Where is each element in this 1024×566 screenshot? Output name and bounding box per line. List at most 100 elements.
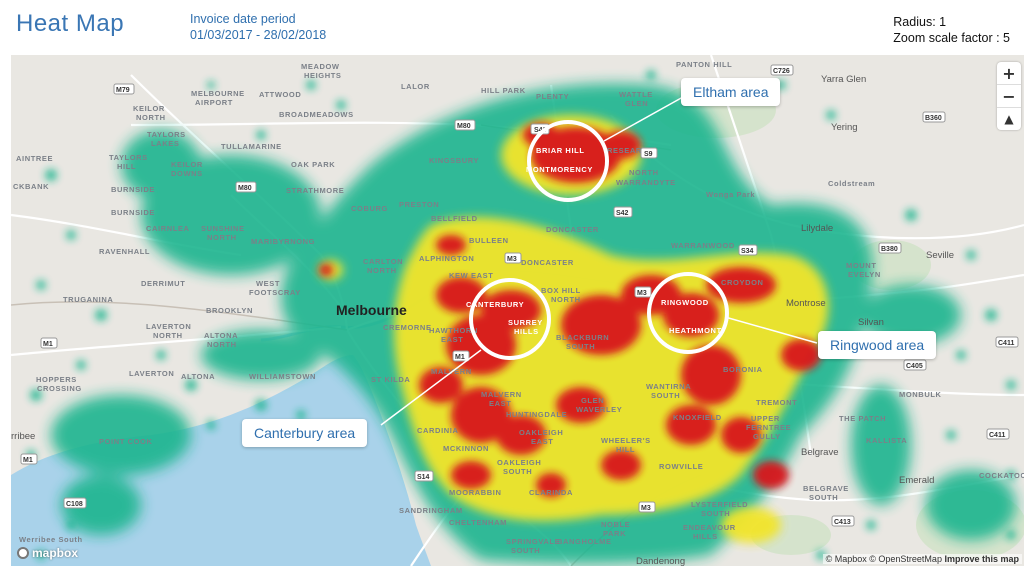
svg-text:PLENTY: PLENTY	[536, 92, 569, 101]
svg-text:FOOTSCRAY: FOOTSCRAY	[249, 288, 301, 297]
svg-text:NORTH: NORTH	[629, 168, 659, 177]
compass-icon: ▲	[1004, 112, 1014, 126]
map-attribution: © Mapbox © OpenStreetMap Improve this ma…	[822, 554, 1022, 564]
svg-text:WHEELER'S: WHEELER'S	[601, 436, 651, 445]
svg-text:NORTH: NORTH	[551, 295, 581, 304]
svg-text:EAST: EAST	[531, 437, 553, 446]
svg-text:CARDINIA: CARDINIA	[417, 426, 458, 435]
svg-text:SOUTH: SOUTH	[809, 493, 838, 502]
svg-text:M1: M1	[455, 354, 465, 361]
svg-text:TAYLORS: TAYLORS	[109, 153, 148, 162]
mapbox-logo[interactable]: mapbox	[17, 546, 78, 560]
svg-text:M1: M1	[43, 341, 53, 348]
svg-text:GULLY: GULLY	[753, 432, 781, 441]
svg-text:Werribee South: Werribee South	[19, 535, 83, 544]
svg-text:SUNSHINE: SUNSHINE	[201, 224, 245, 233]
road-shields: M79 M80 S46 S9 C726 B360 M80 S42 M3 B380…	[20, 64, 1019, 527]
svg-text:SPRINGVALE: SPRINGVALE	[506, 537, 560, 546]
ringwood-leader-line	[724, 316, 818, 344]
heatmap-params: Radius: 1 Zoom scale factor : 5	[893, 14, 1010, 46]
svg-text:FERNTREE: FERNTREE	[746, 423, 791, 432]
zoom-scale-value: Zoom scale factor : 5	[893, 31, 1010, 45]
svg-text:DONCASTER: DONCASTER	[521, 258, 574, 267]
svg-text:S46: S46	[534, 127, 547, 134]
invoice-period-value: 01/03/2017 - 28/02/2018	[190, 28, 327, 42]
svg-text:ATTWOOD: ATTWOOD	[259, 90, 301, 99]
svg-text:PRESTON: PRESTON	[399, 200, 439, 209]
svg-text:OAK PARK: OAK PARK	[291, 160, 335, 169]
svg-text:MONBULK: MONBULK	[899, 390, 942, 399]
svg-text:MOUNT: MOUNT	[846, 261, 877, 270]
invoice-period-label: Invoice date period	[190, 12, 296, 26]
svg-text:SURREY: SURREY	[508, 318, 543, 327]
svg-text:M80: M80	[238, 185, 252, 192]
svg-text:KINGSBURY: KINGSBURY	[429, 156, 479, 165]
svg-text:DERRIMUT: DERRIMUT	[141, 279, 185, 288]
svg-text:BOX HILL: BOX HILL	[541, 286, 581, 295]
svg-text:SOUTH: SOUTH	[566, 342, 595, 351]
svg-text:BLACKBURN: BLACKBURN	[556, 333, 609, 342]
svg-text:Wonga Park: Wonga Park	[706, 190, 755, 199]
zoom-out-button[interactable]: −	[997, 85, 1021, 108]
svg-text:AINTREE: AINTREE	[16, 154, 53, 163]
svg-text:WAVERLEY: WAVERLEY	[576, 405, 622, 414]
svg-text:M79: M79	[116, 87, 130, 94]
svg-text:BULLEEN: BULLEEN	[469, 236, 509, 245]
svg-text:NOBLE: NOBLE	[601, 520, 630, 529]
svg-text:HILL: HILL	[616, 445, 635, 454]
svg-text:WARRANWOOD: WARRANWOOD	[671, 241, 735, 250]
improve-map-link[interactable]: Improve this map	[944, 554, 1019, 564]
attribution-text[interactable]: © Mapbox © OpenStreetMap	[825, 554, 942, 564]
svg-text:TREMONT: TREMONT	[756, 398, 797, 407]
svg-text:MARIBYRNONG: MARIBYRNONG	[251, 237, 315, 246]
svg-text:NORTH: NORTH	[136, 113, 166, 122]
svg-text:HILLS: HILLS	[693, 532, 718, 541]
svg-text:Coldstream: Coldstream	[828, 179, 875, 188]
svg-text:LALOR: LALOR	[401, 82, 430, 91]
compass-reset-button[interactable]: ▲	[997, 108, 1021, 130]
ringwood-highlight-circle	[647, 272, 729, 354]
svg-text:M3: M3	[641, 505, 651, 512]
svg-text:RESEARCH: RESEARCH	[607, 146, 654, 155]
svg-text:RAVENHALL: RAVENHALL	[99, 247, 150, 256]
map-canvas[interactable]: MEADOW HEIGHTS ATTWOOD LALOR HILL PARK PL…	[11, 55, 1024, 566]
svg-text:SOUTH: SOUTH	[651, 391, 680, 400]
svg-text:PARK: PARK	[603, 529, 626, 538]
svg-text:OAKLEIGH: OAKLEIGH	[497, 458, 541, 467]
svg-text:TULLAMARINE: TULLAMARINE	[221, 142, 282, 151]
canterbury-area-callout: Canterbury area	[242, 419, 368, 447]
melbourne-label: Melbourne	[336, 302, 407, 318]
zoom-in-button[interactable]: +	[997, 62, 1021, 85]
eltham-area-callout: Eltham area	[681, 78, 781, 106]
svg-text:CKBANK: CKBANK	[13, 182, 49, 191]
svg-text:Lilydale: Lilydale	[801, 223, 833, 234]
svg-text:SANDRINGHAM: SANDRINGHAM	[399, 506, 463, 515]
svg-text:BRIAR HILL: BRIAR HILL	[536, 146, 585, 155]
canterbury-highlight-circle	[469, 278, 551, 360]
svg-text:B360: B360	[925, 115, 942, 122]
svg-text:BELLFIELD: BELLFIELD	[431, 214, 478, 223]
svg-text:MELBOURNE: MELBOURNE	[191, 89, 245, 98]
svg-text:C411: C411	[989, 432, 1005, 439]
svg-text:MALVERN: MALVERN	[481, 390, 522, 399]
svg-text:GLEN: GLEN	[625, 99, 648, 108]
svg-text:Yarra Glen: Yarra Glen	[821, 74, 866, 85]
radius-value: Radius: 1	[893, 15, 947, 29]
svg-text:EAST: EAST	[441, 335, 463, 344]
svg-text:DOWNS: DOWNS	[171, 169, 203, 178]
svg-text:M80: M80	[457, 123, 471, 130]
svg-text:MCKINNON: MCKINNON	[443, 444, 489, 453]
svg-text:CREMORNE: CREMORNE	[383, 323, 432, 332]
svg-text:BORONIA: BORONIA	[723, 365, 763, 374]
svg-text:S14: S14	[417, 474, 430, 481]
svg-text:Montrose: Montrose	[786, 298, 826, 309]
svg-text:NORTH: NORTH	[207, 233, 237, 242]
svg-text:UPPER: UPPER	[751, 414, 780, 423]
svg-text:THE PATCH: THE PATCH	[839, 414, 886, 423]
svg-text:B380: B380	[881, 246, 898, 253]
svg-text:SOUTH: SOUTH	[701, 509, 730, 518]
svg-text:NORTH: NORTH	[207, 340, 237, 349]
map-zoom-controls: + − ▲	[997, 62, 1021, 130]
svg-text:BANGHOLME: BANGHOLME	[557, 537, 612, 546]
